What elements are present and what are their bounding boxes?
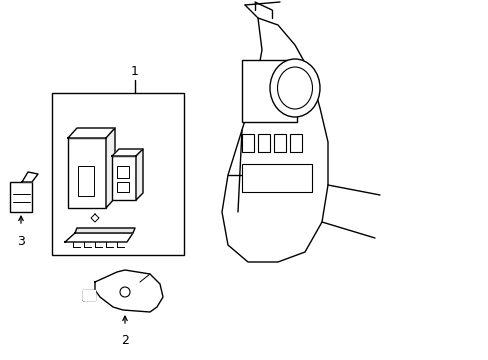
Polygon shape	[83, 290, 95, 300]
Polygon shape	[95, 270, 163, 312]
Bar	[10, 182, 32, 212]
Polygon shape	[112, 149, 142, 156]
Bar	[242, 134, 253, 152]
Polygon shape	[22, 172, 38, 182]
Polygon shape	[136, 149, 142, 200]
Polygon shape	[65, 233, 133, 242]
Text: 3: 3	[17, 235, 25, 248]
Bar	[273, 134, 285, 152]
Bar	[68, 138, 106, 208]
Ellipse shape	[269, 59, 319, 117]
Text: 1: 1	[131, 65, 139, 78]
Bar	[117, 166, 129, 178]
Bar	[117, 182, 129, 192]
Polygon shape	[106, 128, 115, 208]
Circle shape	[120, 287, 130, 297]
Polygon shape	[68, 128, 115, 138]
Text: 2: 2	[121, 334, 129, 347]
Polygon shape	[75, 228, 135, 233]
Bar	[242, 60, 296, 122]
Bar	[52, 93, 183, 255]
Bar	[289, 134, 302, 152]
Bar	[242, 164, 311, 192]
Ellipse shape	[277, 67, 312, 109]
Bar	[78, 166, 94, 196]
Bar	[112, 156, 136, 200]
Bar	[258, 134, 269, 152]
